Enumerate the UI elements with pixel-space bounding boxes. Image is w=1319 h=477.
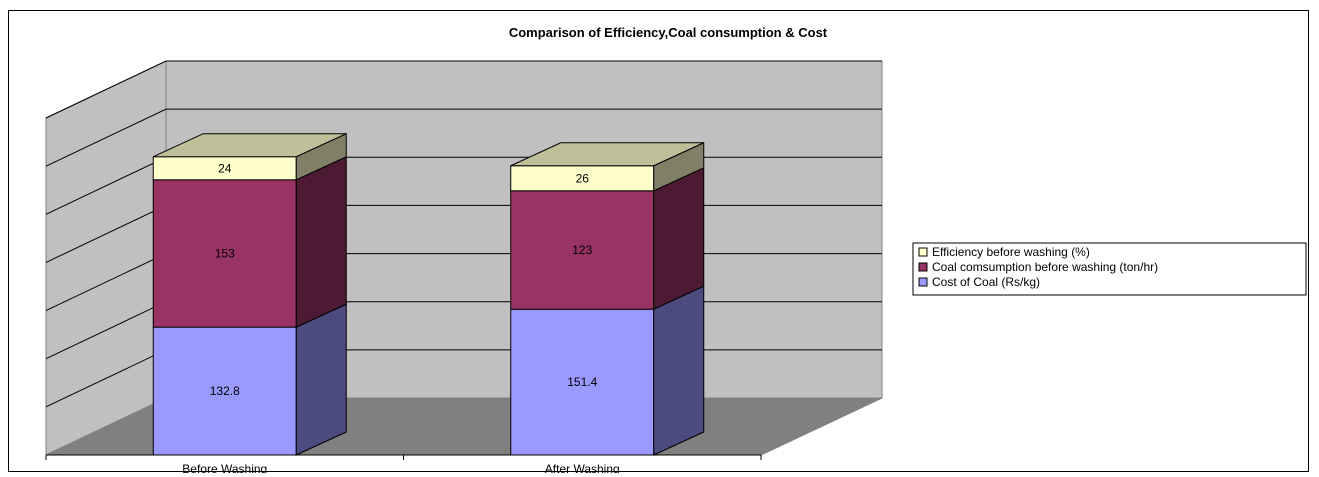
gridline [45,60,882,119]
legend-swatch [918,247,928,257]
x-tick-label: Before Washing [182,462,267,473]
x-tick-label: After Washing [545,462,620,473]
data-label: 132.8 [210,384,240,398]
chart-title: Comparison of Efficiency,Coal consumptio… [509,25,828,40]
bar-segment-side [295,156,347,328]
bar-segment-front [152,326,297,456]
legend-box [912,242,1307,296]
legend-label: Efficiency before washing (%) [932,245,1090,259]
bar-stack: 132.8 153 24 [152,132,347,456]
data-label: 153 [215,246,235,260]
plot-area: 132.8 153 24 Before Washing 151.4 123 26 After … [45,60,883,473]
data-label: 26 [576,171,590,185]
bar-stack: 151.4 123 26 [510,141,705,456]
legend-label: Coal comsumption before washing (ton/hr) [932,260,1158,274]
bar-segment-front [510,190,655,310]
data-label: 123 [572,243,592,257]
chart-svg: Comparison of Efficiency,Coal consumptio… [45,25,1307,473]
bar-segment-side [295,303,347,456]
legend-swatch [918,262,928,272]
bar-segment-front [510,308,655,456]
chart-frame: Comparison of Efficiency,Coal consumptio… [8,10,1309,473]
data-label: 24 [218,161,232,175]
data-label: 151.4 [567,375,597,389]
bar-top [510,142,704,167]
bar-top [153,133,347,158]
legend-label: Cost of Coal (Rs/kg) [932,275,1040,289]
bar-segment-side [653,167,705,311]
bar-segment-side [653,285,705,456]
legend-swatch [918,277,928,287]
legend: Efficiency before washing (%)Coal comsum… [912,242,1307,296]
gridline [45,108,882,167]
side-wall [45,60,167,456]
